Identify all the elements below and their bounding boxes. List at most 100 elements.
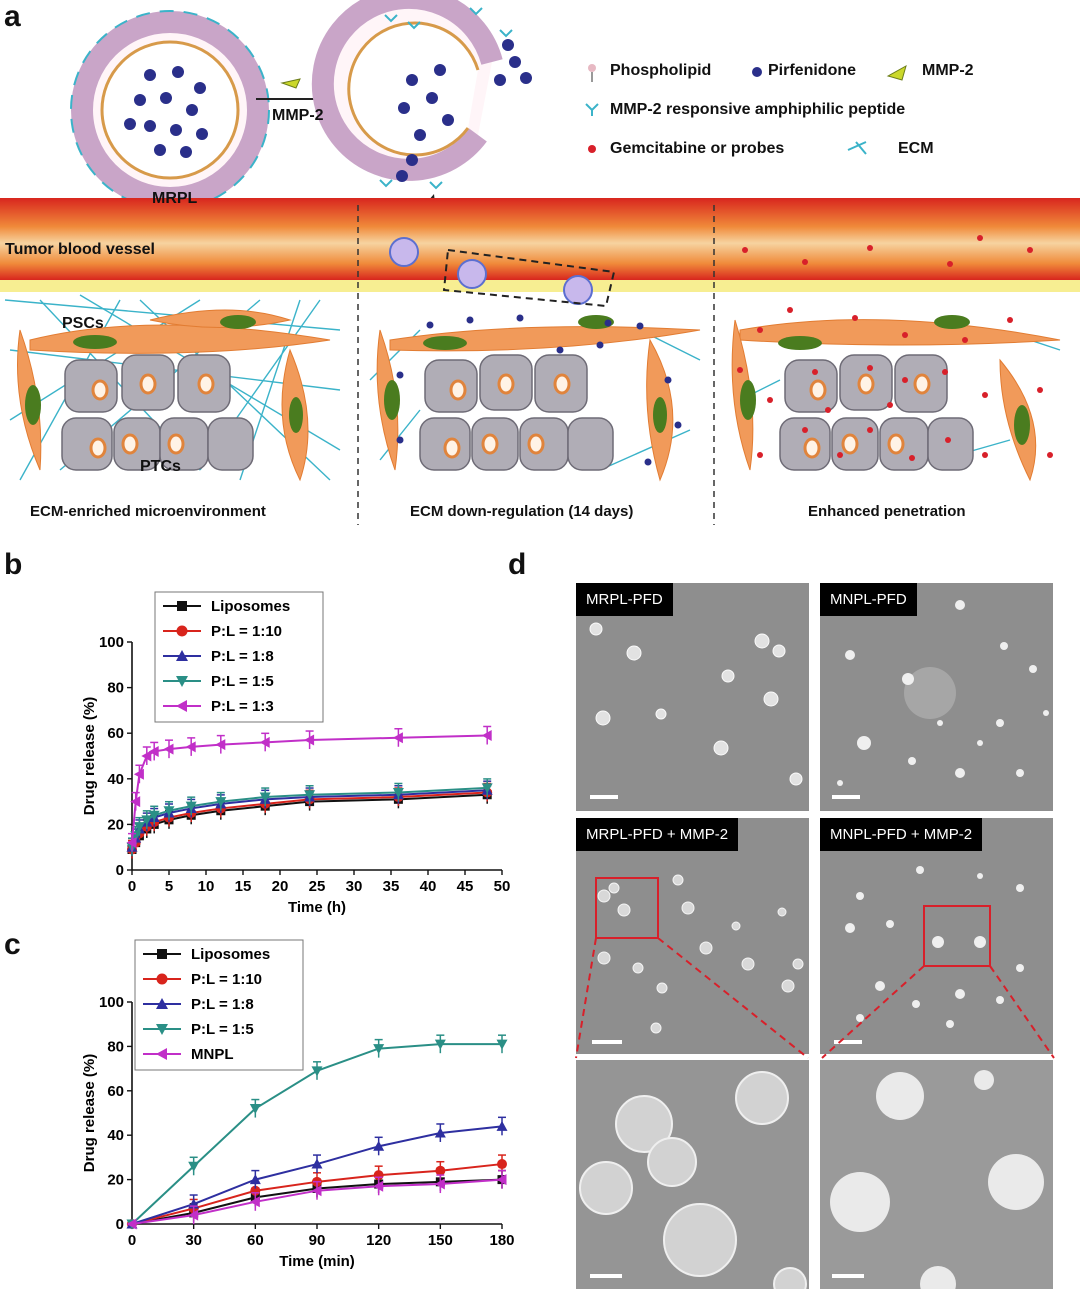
circulating-liposomes bbox=[389, 237, 593, 305]
disrupted-liposome-icon bbox=[311, 0, 532, 190]
data-point bbox=[304, 734, 315, 746]
tem-image-mnpl-pfd-mmp2: MNPL-PFD + MMP-2 bbox=[820, 818, 1053, 1054]
x-tick-label: 20 bbox=[272, 878, 289, 895]
legend-marker bbox=[156, 998, 168, 1009]
data-point bbox=[304, 790, 316, 801]
data-point bbox=[249, 1196, 260, 1208]
mrpl-label: MRPL bbox=[152, 190, 198, 207]
legend-pirfenidone: Pirfenidone bbox=[768, 62, 857, 79]
legend-entry: P:L = 1:10 bbox=[191, 971, 262, 988]
data-point bbox=[434, 1127, 446, 1138]
data-point bbox=[259, 792, 271, 803]
legend-marker bbox=[156, 1048, 167, 1060]
legend-ecm: ECM bbox=[898, 140, 934, 157]
legend-marker bbox=[176, 650, 188, 661]
tem-zoom-mrpl bbox=[576, 1060, 809, 1289]
scale-bar bbox=[592, 1040, 622, 1044]
mmp2-arrow-label: MMP-2 bbox=[272, 107, 324, 124]
pirfenidone-dots bbox=[396, 314, 682, 466]
gemcitabine-icon bbox=[588, 145, 596, 153]
legend-marker bbox=[156, 1024, 168, 1035]
panel-label-c: c bbox=[4, 928, 21, 961]
x-tick-label: 10 bbox=[198, 878, 215, 895]
series-mnpl bbox=[126, 1169, 507, 1230]
tem-image-mnpl-pfd: MNPL-PFD bbox=[820, 583, 1053, 811]
panel-label-b: b bbox=[4, 548, 23, 581]
y-tick-label: 60 bbox=[107, 1083, 124, 1100]
scale-bar bbox=[832, 795, 860, 799]
y-tick-label: 100 bbox=[99, 994, 124, 1011]
data-point bbox=[141, 750, 152, 762]
scale-bar bbox=[590, 1274, 622, 1278]
legend-entry: P:L = 1:8 bbox=[191, 996, 254, 1013]
chart-b: 0 20 40 60 80 100 0 5 10 15 20 25 30 35 40 45 50 Time (h)… bbox=[81, 591, 510, 916]
stage-label-3: Enhanced penetration bbox=[808, 503, 966, 520]
legend-mmp2: MMP-2 bbox=[922, 62, 974, 79]
x-tick-label: 180 bbox=[489, 1232, 514, 1249]
data-point bbox=[311, 1185, 322, 1197]
legend-entry: P:L = 1:3 bbox=[211, 698, 274, 715]
tem-zoom-mnpl bbox=[820, 1060, 1053, 1289]
legend-marker bbox=[156, 973, 168, 985]
x-tick-label: 150 bbox=[428, 1232, 453, 1249]
x-tick-label: 45 bbox=[457, 878, 474, 895]
data-point bbox=[392, 732, 403, 744]
x-tick-label: 15 bbox=[235, 878, 252, 895]
peptide-icon bbox=[585, 103, 599, 116]
data-point bbox=[392, 787, 404, 798]
scale-bar bbox=[590, 795, 618, 799]
legend-entry: P:L = 1:5 bbox=[191, 1021, 254, 1038]
legend-marker bbox=[177, 601, 187, 611]
y-tick-label: 20 bbox=[107, 816, 124, 833]
data-point bbox=[163, 806, 175, 817]
data-point bbox=[434, 1039, 446, 1050]
data-point bbox=[496, 1120, 508, 1131]
mmp2-legend-icon bbox=[886, 64, 907, 81]
stellate-nuclei bbox=[25, 315, 1030, 445]
series-p-l-1-5 bbox=[126, 778, 493, 857]
panel-label-d: d bbox=[508, 548, 527, 581]
stage-label-2: ECM down-regulation (14 days) bbox=[410, 503, 634, 520]
data-point bbox=[434, 1178, 445, 1190]
data-point bbox=[133, 822, 145, 833]
x-tick-label: 0 bbox=[128, 1232, 136, 1249]
x-tick-label: 90 bbox=[309, 1232, 326, 1249]
x-tick-label: 25 bbox=[309, 878, 326, 895]
tem-image-mrpl-pfd: MRPL-PFD bbox=[576, 583, 809, 811]
legend-entry: P:L = 1:5 bbox=[211, 673, 274, 690]
y-axis-label: Drug release (%) bbox=[81, 1054, 98, 1172]
x-tick-label: 30 bbox=[185, 1232, 202, 1249]
data-point bbox=[497, 1159, 507, 1170]
data-point bbox=[188, 1161, 200, 1172]
data-point bbox=[188, 1209, 199, 1221]
tem-label: MNPL-PFD + MMP-2 bbox=[820, 818, 983, 851]
blood-vessel bbox=[0, 198, 1080, 280]
tumor-cell-nuclei bbox=[89, 373, 931, 459]
data-point bbox=[126, 1218, 137, 1230]
y-tick-label: 80 bbox=[107, 680, 124, 697]
data-point bbox=[481, 729, 492, 741]
tem-label: MRPL-PFD + MMP-2 bbox=[576, 818, 739, 851]
y-tick-label: 40 bbox=[107, 1127, 124, 1144]
data-point bbox=[311, 1066, 323, 1077]
data-point bbox=[249, 1104, 261, 1115]
data-point bbox=[435, 1165, 446, 1176]
y-tick-label: 40 bbox=[107, 771, 124, 788]
legend-gemcitabine: Gemcitabine or probes bbox=[610, 140, 785, 157]
y-tick-label: 0 bbox=[116, 862, 124, 879]
series-p-l-1-5 bbox=[126, 1034, 508, 1230]
legend-marker bbox=[176, 700, 187, 712]
mrpl-liposome-icon bbox=[70, 10, 270, 210]
legend-entry: P:L = 1:10 bbox=[211, 623, 282, 640]
data-point bbox=[259, 736, 270, 748]
chart-c: 0 20 40 60 80 100 0 30 60 90 120 150 180 Time (min) Dr… bbox=[81, 939, 515, 1270]
panel-label-a: a bbox=[4, 0, 21, 33]
data-point bbox=[373, 1044, 385, 1055]
data-point bbox=[130, 796, 141, 808]
y-tick-label: 0 bbox=[116, 1216, 124, 1233]
tem-label: MNPL-PFD bbox=[820, 583, 917, 616]
legend-entry: Liposomes bbox=[191, 946, 270, 963]
tem-label: MRPL-PFD bbox=[576, 583, 673, 616]
data-point bbox=[185, 801, 197, 812]
phospholipid-icon bbox=[588, 64, 596, 82]
